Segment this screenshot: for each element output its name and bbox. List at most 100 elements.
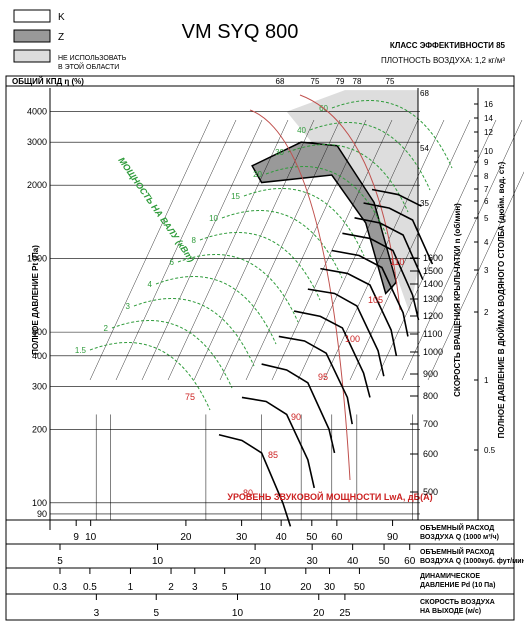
x-axis-label: ОБЪЕМНЫЙ РАСХОД <box>420 547 494 556</box>
efficiency-right-tick: 54 <box>420 144 429 153</box>
y-tick-label: 2000 <box>27 180 47 190</box>
x-axis-tick-label: 5 <box>153 608 159 619</box>
system-line <box>89 119 211 381</box>
air-density: ПЛОТНОСТЬ ВОЗДУХА: 1,2 кг/м³ <box>381 56 505 65</box>
power-value-label: 3 <box>126 302 131 311</box>
x-axis-tick-label: 1 <box>128 582 134 593</box>
power-curve <box>221 210 343 279</box>
x-axis-tick-label: 0.3 <box>53 582 67 593</box>
legend-label: Z <box>58 32 64 43</box>
efficiency-curve <box>299 94 401 311</box>
fan-speed-curve <box>241 396 316 489</box>
legend-label: K <box>58 12 65 23</box>
water-tick-label: 5 <box>484 214 489 223</box>
efficiency-tick: 68 <box>276 77 285 86</box>
water-tick-label: 14 <box>484 114 493 123</box>
fan-speed-curve <box>261 363 336 454</box>
x-axis-tick-label: 10 <box>232 608 244 619</box>
sound-level-label: 110 <box>390 257 404 267</box>
x-axis-label: ДИНАМИЧЕСКОЕ <box>420 573 480 580</box>
x-axis-tick-label: 2 <box>168 582 174 593</box>
power-value-label: 15 <box>231 192 240 201</box>
sound-level-label: 105 <box>368 295 383 305</box>
system-line <box>375 119 497 381</box>
power-value-label: 20 <box>253 170 262 179</box>
water-tick-label: 4 <box>484 238 489 247</box>
legend-swatch <box>13 49 51 63</box>
power-curve <box>287 144 409 213</box>
fan-speed-curve <box>331 249 409 337</box>
x-axis-tick-label: 10 <box>260 582 272 593</box>
x-axis-tick-label: 10 <box>152 556 164 567</box>
system-line <box>401 119 523 381</box>
x-axis-tick-label: 30 <box>236 532 248 543</box>
power-value-label: 6 <box>170 258 175 267</box>
y-tick-label: 400 <box>32 351 47 361</box>
x-axis-label: СКОРОСТЬ ВОЗДУХА <box>420 599 495 606</box>
x-axis-tick-label: 50 <box>354 582 366 593</box>
efficiency-tick: 78 <box>353 77 362 86</box>
x-axis-tick-label: 90 <box>387 532 399 543</box>
water-tick-label: 3 <box>484 266 489 275</box>
power-curve <box>331 100 453 169</box>
outer-frame <box>5 85 515 621</box>
y-tick-label: 4000 <box>27 107 47 117</box>
x-axis-tick-label: 20 <box>180 532 192 543</box>
fan-speed-curve <box>278 335 353 425</box>
power-curve <box>243 188 365 257</box>
x-axis-tick-label: 25 <box>339 608 351 619</box>
x-axis-tick-label: 5 <box>57 556 63 567</box>
power-value-label: 8 <box>192 236 197 245</box>
sound-level-label: 85 <box>268 450 278 460</box>
legend-swatch <box>13 29 51 43</box>
x-axis-label: ОБЪЕМНЫЙ РАСХОД <box>420 523 494 532</box>
fan-speed-curve <box>320 267 398 356</box>
sound-level-label: 80 <box>243 488 253 498</box>
water-tick-label: 1 <box>484 376 489 385</box>
y-tick-label: 300 <box>32 381 47 391</box>
x-axis-label: ВОЗДУХА Q (1000куб. фут/мин) <box>420 557 524 565</box>
system-line <box>427 171 524 381</box>
legend-label: НЕ ИСПОЛЬЗОВАТЬ <box>58 55 127 62</box>
water-tick-label: 10 <box>484 147 493 156</box>
speed-axis-label: СКОРОСТЬ ВРАЩЕНИЯ КРЫЛЬЧАТКИ n (об/мин) <box>453 203 462 397</box>
water-tick-label: 0.5 <box>484 446 496 455</box>
x-axis-tick-label: 60 <box>331 532 343 543</box>
chart-title: VM SYQ 800 <box>182 21 299 43</box>
power-curve <box>133 298 255 367</box>
power-value-label: 1.5 <box>75 346 87 355</box>
water-tick-label: 7 <box>484 185 489 194</box>
efficiency-right-tick: 35 <box>420 199 429 208</box>
sound-axis-label: УРОВЕНЬ ЗВУКОВОЙ МОЩНОСТИ LwA, дБ(А) <box>227 491 432 502</box>
water-axis-label: ПОЛНОЕ ДАВЛЕНИЕ В ДЮЙМАХ ВОДЯНОГО СТОЛБА… <box>497 161 506 438</box>
x-axis-tick-label: 50 <box>378 556 390 567</box>
efficiency-tick: 75 <box>311 77 320 86</box>
efficiency-tick: 75 <box>386 77 395 86</box>
efficiency-class: КЛАСС ЭФФЕКТИВНОСТИ 85 <box>390 41 506 50</box>
legend-swatch <box>13 9 51 23</box>
system-line <box>297 119 419 381</box>
x-axis-label: НА ВЫХОДЕ (м/с) <box>420 608 481 615</box>
x-axis-tick-label: 60 <box>404 556 416 567</box>
speed-tick-label: 1500 <box>423 266 443 276</box>
x-axis-tick-label: 30 <box>307 556 319 567</box>
power-curve <box>199 232 321 301</box>
y-axis-label: ПОЛНОЕ ДАВЛЕНИЕ Pt (Па) <box>31 245 40 355</box>
water-tick-label: 2 <box>484 308 489 317</box>
efficiency-curve <box>249 109 351 481</box>
speed-tick-label: 800 <box>423 391 438 401</box>
speed-tick-label: 900 <box>423 369 438 379</box>
power-value-label: 30 <box>275 148 284 157</box>
y-tick-label: 3000 <box>27 137 47 147</box>
efficiency-tick: 79 <box>336 77 345 86</box>
x-axis-tick-label: 3 <box>192 582 198 593</box>
fan-speed-curve <box>342 232 420 321</box>
x-axis-tick-label: 30 <box>324 582 336 593</box>
fan-speed-curve <box>354 217 424 281</box>
power-curve <box>265 166 387 235</box>
y-tick-label: 500 <box>32 327 47 337</box>
x-axis-label: ВОЗДУХА Q (1000 м³/ч) <box>420 534 499 541</box>
water-tick-label: 9 <box>484 158 489 167</box>
